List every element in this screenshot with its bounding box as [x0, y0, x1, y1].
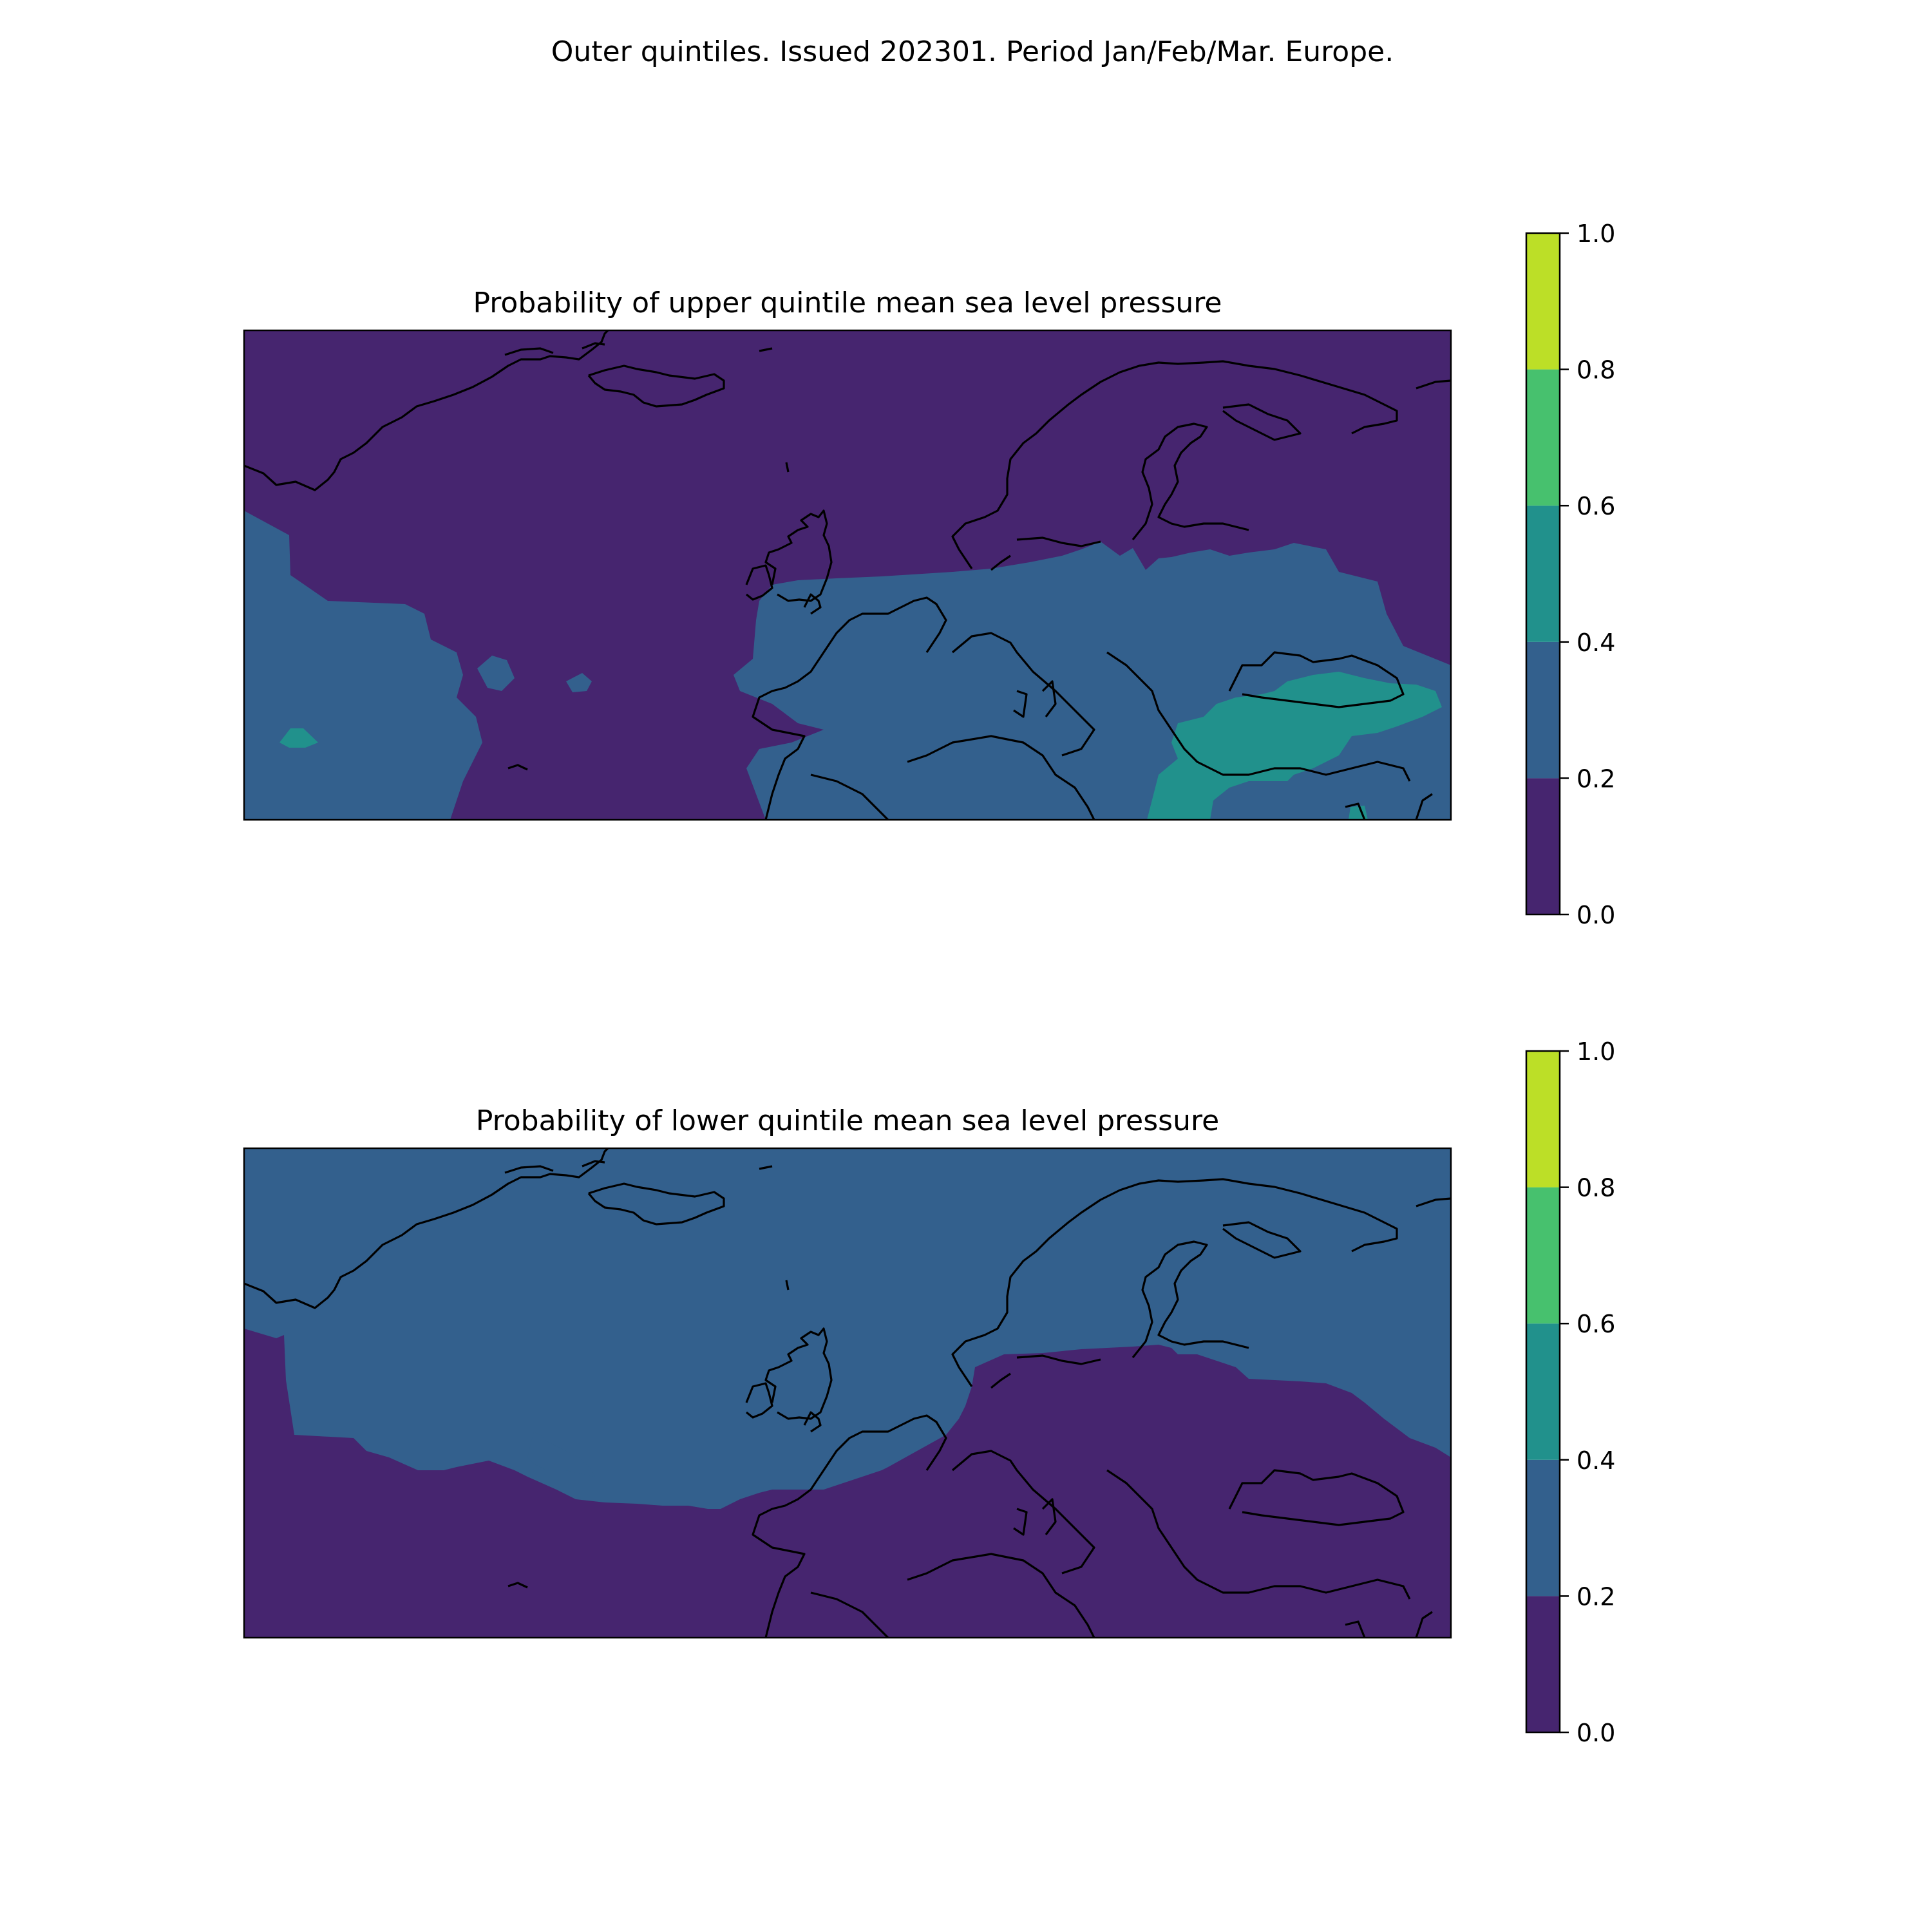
coastline	[759, 1165, 773, 1170]
colorbar-band	[1526, 369, 1560, 506]
map-title: Probability of upper quintile mean sea l…	[473, 287, 1222, 319]
colorbar-tick-label: 0.6	[1577, 1310, 1615, 1338]
coastline	[504, 1165, 554, 1174]
colorbar-frame	[1525, 232, 1561, 916]
coastline	[745, 564, 773, 601]
colorbar-band	[1526, 506, 1560, 642]
coastline	[1016, 1354, 1101, 1365]
coastline	[244, 1148, 609, 1309]
coastline	[244, 330, 609, 491]
coastline	[1415, 1611, 1433, 1638]
coastline	[1228, 651, 1405, 708]
coastline	[785, 462, 790, 473]
coastline	[803, 1411, 822, 1433]
colorbar: 0.0 0.2 0.4 0.6 0.8 1.0	[1525, 220, 1615, 929]
panel-upper-quintile: Probability of upper quintile mean sea l…	[243, 220, 1615, 929]
coastlines	[244, 330, 1451, 820]
figure-suptitle: Outer quintiles. Issued 202301. Period J…	[551, 35, 1394, 68]
coastline	[1041, 680, 1057, 717]
coastline	[1013, 1508, 1028, 1536]
coastline	[1222, 1221, 1302, 1259]
colorbar-tick-label: 1.0	[1577, 1037, 1615, 1066]
coastline	[1106, 651, 1411, 782]
coastline	[1228, 1469, 1405, 1526]
field-band-0.4-0.6-atlantic	[279, 728, 318, 748]
colorbar-tick-label: 0.2	[1577, 1582, 1615, 1611]
map-frame	[243, 329, 1452, 821]
colorbar-band	[1526, 1187, 1560, 1324]
colorbar-band	[1526, 1323, 1560, 1460]
colorbar: 0.0 0.2 0.4 0.6 0.8 1.0	[1525, 1037, 1615, 1747]
colorbar-frame	[1525, 1050, 1561, 1734]
coastline	[951, 1178, 1398, 1387]
colorbar-band	[1526, 233, 1560, 370]
coastline	[907, 1553, 1095, 1638]
coastline	[587, 1182, 725, 1226]
coastline	[507, 1582, 528, 1589]
coastline	[504, 347, 554, 356]
coastline	[759, 347, 773, 352]
field-band-0.2-0.4-notch	[527, 1432, 595, 1477]
colorbar-tick-label: 0.6	[1577, 492, 1615, 520]
colorbar-tick-label: 0.4	[1577, 629, 1615, 657]
colorbar-band	[1526, 1596, 1560, 1732]
coastline	[582, 1160, 605, 1168]
coastline	[803, 593, 822, 615]
coastline	[764, 1327, 833, 1420]
field-band-0-0.2-south	[244, 1329, 1451, 1638]
coastline	[907, 735, 1095, 820]
colorbar-tick-label: 0.4	[1577, 1446, 1615, 1475]
colorbar-band	[1526, 1051, 1560, 1188]
coastline	[752, 596, 947, 820]
colorbar-band	[1526, 1459, 1560, 1596]
coastline	[990, 1372, 1011, 1389]
coastline	[507, 764, 528, 771]
coastline	[810, 773, 889, 820]
map-frame	[243, 1147, 1452, 1639]
coastline	[1345, 802, 1366, 820]
coastline	[951, 632, 1095, 757]
map-title: Probability of lower quintile mean sea l…	[476, 1104, 1219, 1137]
coastline	[1416, 1197, 1451, 1208]
coastline	[582, 342, 605, 350]
colorbar-tick-label: 0.8	[1577, 356, 1615, 384]
coastline	[1016, 536, 1101, 547]
colorbar-tick-label: 1.0	[1577, 220, 1615, 248]
coastline	[785, 1280, 790, 1291]
field-band-0.2-0.4-patch	[566, 673, 592, 692]
colorbar-tick-label: 0.2	[1577, 764, 1615, 793]
colorbar-tick-label: 0.0	[1577, 1719, 1615, 1747]
coastline	[1132, 422, 1249, 540]
colorbar-tick-label: 0.8	[1577, 1174, 1615, 1202]
coastline	[951, 360, 1398, 569]
field-band-0.4-0.6-east	[1349, 806, 1368, 820]
coastline	[752, 1414, 947, 1638]
coastline	[1415, 793, 1433, 820]
colorbar-band	[1526, 778, 1560, 914]
coastline	[1345, 1620, 1366, 1638]
coastline	[1013, 690, 1028, 718]
map-field	[244, 330, 1451, 820]
coastline	[745, 1382, 773, 1419]
colorbar-tick-label: 0.0	[1577, 901, 1615, 929]
coastline	[990, 554, 1011, 571]
coastlines	[244, 1148, 1451, 1638]
colorbar-band	[1526, 641, 1560, 779]
coastline	[1041, 1498, 1057, 1535]
coastline	[951, 1450, 1095, 1575]
field-band-0.4-0.6-turkey	[1147, 672, 1442, 820]
panel-lower-quintile: Probability of lower quintile mean sea l…	[243, 1037, 1615, 1747]
coastline	[1222, 403, 1302, 441]
coastline	[810, 1591, 889, 1638]
map-field	[244, 1148, 1451, 1638]
field-band-0.2-0.4-patch	[477, 656, 515, 691]
coastline	[1416, 379, 1451, 390]
coastline	[1106, 1469, 1411, 1600]
coastline	[587, 365, 725, 408]
coastline	[1132, 1240, 1249, 1358]
coastline	[764, 509, 833, 602]
